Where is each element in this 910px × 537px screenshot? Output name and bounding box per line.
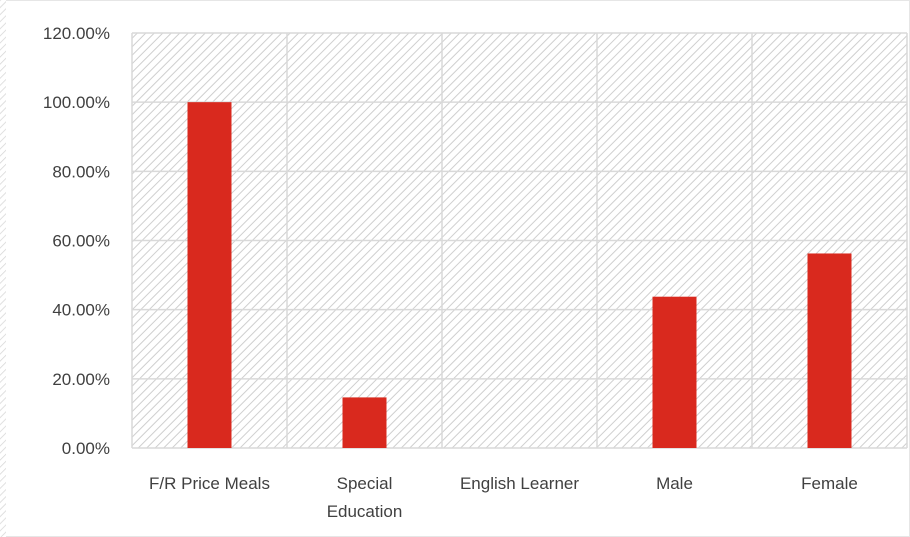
bar-0 [187,102,232,449]
x-category-label: Female [801,474,858,493]
y-tick-label: 100.00% [43,93,110,112]
left-edge-decoration [0,0,6,537]
bar-1 [342,397,387,448]
y-tick-label: 80.00% [52,162,110,181]
x-category-label: F/R Price Meals [149,474,270,493]
x-category-label: Special Education [327,474,403,521]
y-tick-label: 20.00% [52,370,110,389]
y-tick-label: 120.00% [43,24,110,43]
y-tick-label: 0.00% [62,439,110,458]
x-category-label: Male [656,474,693,493]
y-tick-label: 60.00% [52,232,110,251]
y-tick-label: 40.00% [52,301,110,320]
bar-4 [807,253,852,448]
bar-3 [652,296,697,448]
x-category-label: English Learner [460,474,579,493]
